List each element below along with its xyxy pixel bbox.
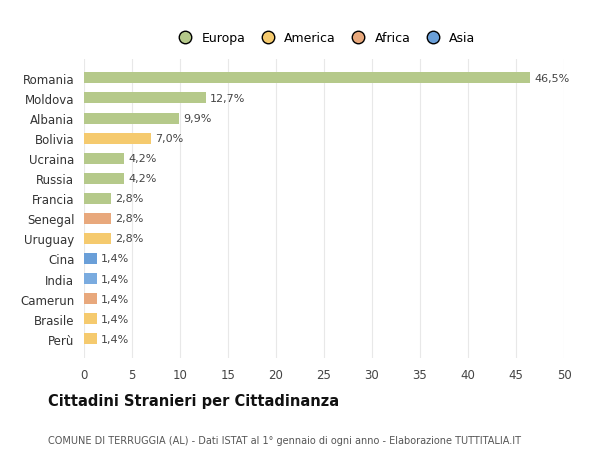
Legend: Europa, America, Africa, Asia: Europa, America, Africa, Asia: [167, 27, 481, 50]
Bar: [84, 333, 97, 344]
Bar: [84, 233, 111, 244]
Text: 46,5%: 46,5%: [534, 74, 569, 84]
Text: 1,4%: 1,4%: [101, 314, 130, 324]
Text: Cittadini Stranieri per Cittadinanza: Cittadini Stranieri per Cittadinanza: [48, 393, 339, 409]
Bar: [84, 174, 124, 185]
Text: 9,9%: 9,9%: [183, 114, 211, 124]
Text: 2,8%: 2,8%: [115, 194, 143, 204]
Bar: [84, 293, 97, 304]
Bar: [84, 113, 179, 124]
Text: 1,4%: 1,4%: [101, 294, 130, 304]
Bar: [84, 193, 111, 204]
Bar: [84, 153, 124, 164]
Text: COMUNE DI TERRUGGIA (AL) - Dati ISTAT al 1° gennaio di ogni anno - Elaborazione : COMUNE DI TERRUGGIA (AL) - Dati ISTAT al…: [48, 435, 521, 445]
Text: 7,0%: 7,0%: [155, 134, 183, 144]
Text: 1,4%: 1,4%: [101, 254, 130, 264]
Text: 2,8%: 2,8%: [115, 234, 143, 244]
Bar: [84, 73, 530, 84]
Bar: [84, 213, 111, 224]
Text: 1,4%: 1,4%: [101, 334, 130, 344]
Text: 1,4%: 1,4%: [101, 274, 130, 284]
Bar: [84, 253, 97, 264]
Bar: [84, 133, 151, 144]
Text: 4,2%: 4,2%: [128, 154, 157, 164]
Text: 12,7%: 12,7%: [210, 94, 245, 104]
Bar: [84, 274, 97, 285]
Text: 4,2%: 4,2%: [128, 174, 157, 184]
Text: 2,8%: 2,8%: [115, 214, 143, 224]
Bar: [84, 93, 206, 104]
Bar: [84, 313, 97, 325]
